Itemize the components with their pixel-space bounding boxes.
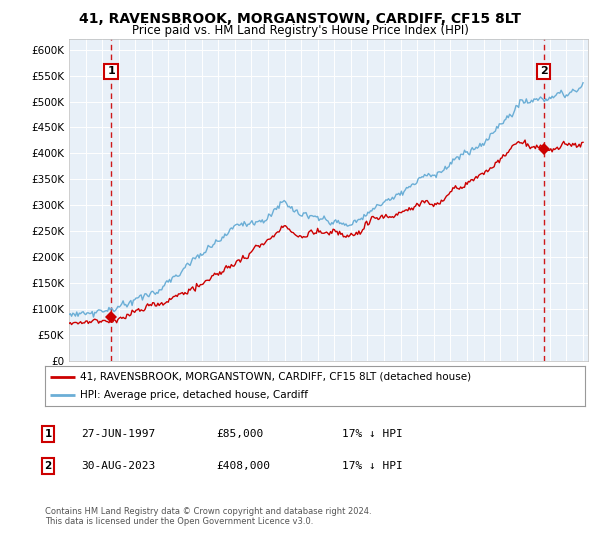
Text: 2: 2 [540,67,548,76]
Text: 30-AUG-2023: 30-AUG-2023 [81,461,155,471]
Text: Price paid vs. HM Land Registry's House Price Index (HPI): Price paid vs. HM Land Registry's House … [131,24,469,36]
Text: 1: 1 [44,429,52,439]
Text: 41, RAVENSBROOK, MORGANSTOWN, CARDIFF, CF15 8LT (detached house): 41, RAVENSBROOK, MORGANSTOWN, CARDIFF, C… [80,372,471,381]
Text: 27-JUN-1997: 27-JUN-1997 [81,429,155,439]
Text: £85,000: £85,000 [216,429,263,439]
Text: 2: 2 [44,461,52,471]
Text: 17% ↓ HPI: 17% ↓ HPI [342,461,403,471]
Text: 1: 1 [107,67,115,76]
Text: 17% ↓ HPI: 17% ↓ HPI [342,429,403,439]
Text: 41, RAVENSBROOK, MORGANSTOWN, CARDIFF, CF15 8LT: 41, RAVENSBROOK, MORGANSTOWN, CARDIFF, C… [79,12,521,26]
Text: £408,000: £408,000 [216,461,270,471]
Text: HPI: Average price, detached house, Cardiff: HPI: Average price, detached house, Card… [80,390,308,400]
Text: Contains HM Land Registry data © Crown copyright and database right 2024.
This d: Contains HM Land Registry data © Crown c… [45,507,371,526]
